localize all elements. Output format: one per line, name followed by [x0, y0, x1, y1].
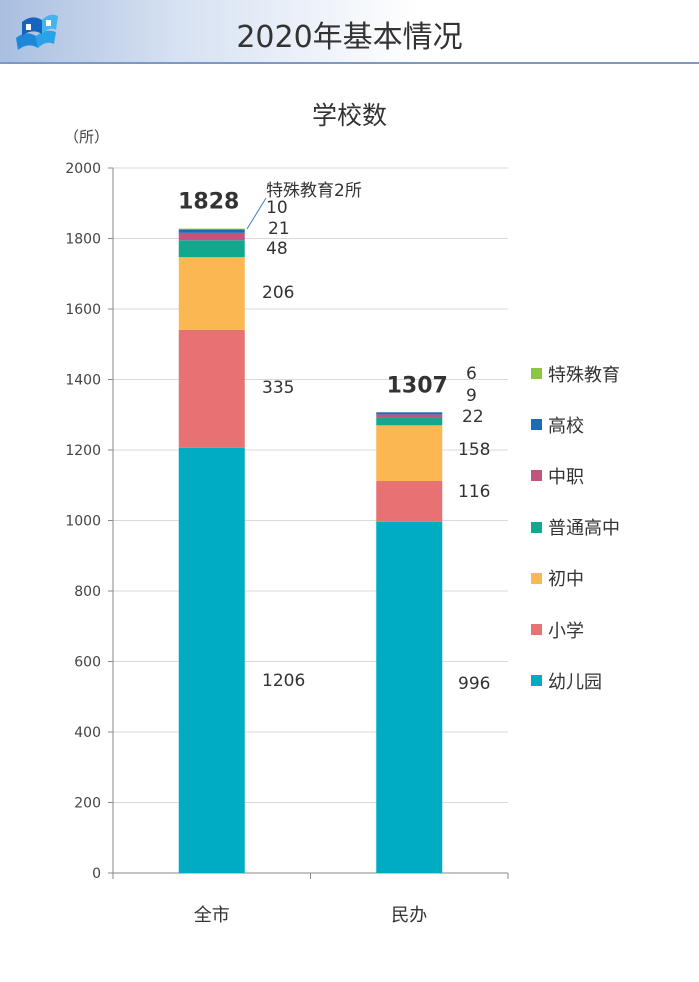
bar-segment-高校-民办 — [376, 412, 443, 415]
y-tick-label: 1200 — [65, 443, 101, 459]
bar-segment-初中-全市 — [178, 257, 245, 330]
data-label: 22 — [462, 407, 484, 427]
bar-segment-幼儿园-全市 — [178, 447, 245, 873]
page-header: 2020年基本情况 — [0, 0, 699, 64]
data-label: 206 — [262, 283, 294, 303]
y-tick-label: 600 — [74, 655, 101, 671]
legend-label: 中职 — [548, 466, 584, 488]
legend-label: 普通高中 — [548, 518, 620, 540]
legend-swatch — [531, 624, 542, 636]
legend-swatch — [531, 675, 542, 687]
bar-segment-高校-全市 — [178, 229, 245, 233]
legend-swatch — [531, 368, 542, 380]
callout-leader-line — [246, 197, 267, 230]
legend-item: 幼儿园 — [531, 655, 620, 706]
x-tick-label: 民办 — [391, 905, 427, 926]
total-label: 1828 — [178, 190, 239, 215]
y-tick-label: 1400 — [65, 373, 101, 389]
data-label: 158 — [458, 440, 490, 460]
legend-label: 高校 — [548, 415, 584, 437]
y-tick-label: 2000 — [65, 161, 101, 177]
legend-label: 初中 — [548, 569, 584, 591]
y-tick-label: 1000 — [65, 514, 101, 530]
data-label: 1206 — [262, 671, 305, 691]
bar-segment-中职-全市 — [178, 232, 245, 241]
legend-swatch — [531, 521, 542, 533]
data-label: 6 — [466, 364, 477, 384]
legend-swatch — [531, 419, 542, 431]
chart-legend: 特殊教育高校中职普通高中初中小学幼儿园 — [531, 348, 620, 706]
legend-item: 小学 — [531, 604, 620, 655]
legend-item: 高校 — [531, 399, 620, 450]
legend-label: 幼儿园 — [548, 671, 602, 693]
y-tick-label: 400 — [74, 725, 101, 741]
data-label: 10 — [266, 198, 288, 218]
y-tick-label: 200 — [74, 796, 101, 812]
y-tick-label: 1800 — [65, 232, 101, 248]
bar-segment-幼儿园-民办 — [376, 521, 443, 873]
bar-segment-普通高中-民办 — [376, 417, 443, 426]
bar-segment-特殊教育-全市 — [178, 228, 245, 230]
callout-label: 特殊教育2所 — [266, 181, 362, 201]
bar-segment-中职-民办 — [376, 414, 443, 418]
data-label: 116 — [458, 482, 490, 502]
legend-swatch — [531, 470, 542, 482]
y-tick-label: 0 — [92, 866, 101, 882]
data-label: 21 — [268, 219, 290, 239]
bar-segment-小学-民办 — [376, 481, 443, 522]
legend-item: 普通高中 — [531, 502, 620, 553]
data-label: 335 — [262, 378, 294, 398]
chart-title: 学校数 — [311, 101, 387, 130]
legend-label: 小学 — [548, 620, 584, 642]
y-tick-label: 800 — [74, 584, 101, 600]
legend-item: 特殊教育 — [531, 348, 620, 399]
x-tick-label: 全市 — [194, 905, 230, 926]
total-label: 1307 — [387, 373, 448, 398]
y-axis-unit: （所） — [64, 128, 110, 146]
page-title: 2020年基本情况 — [236, 20, 463, 55]
data-label: 9 — [466, 386, 477, 406]
bar-segment-小学-全市 — [178, 329, 245, 448]
legend-item: 中职 — [531, 450, 620, 501]
data-label: 996 — [458, 674, 490, 694]
y-tick-label: 1600 — [65, 302, 101, 318]
bar-segment-初中-民办 — [376, 425, 443, 482]
book-logo-icon — [16, 14, 58, 50]
bar-segment-普通高中-全市 — [178, 240, 245, 258]
legend-swatch — [531, 572, 542, 584]
legend-label: 特殊教育 — [548, 364, 620, 386]
data-label: 48 — [266, 239, 288, 259]
legend-item: 初中 — [531, 553, 620, 604]
